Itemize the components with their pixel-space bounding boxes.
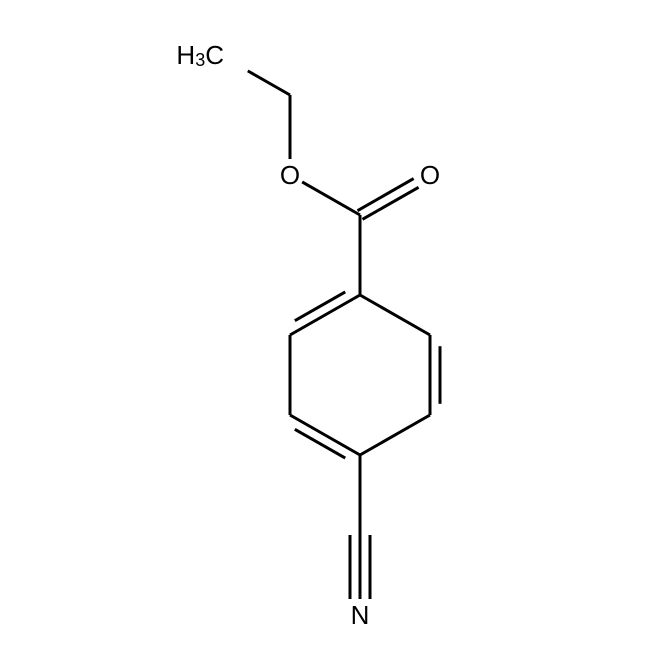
bond bbox=[360, 295, 430, 335]
atom-label-C_methyl: H3C bbox=[176, 40, 224, 70]
atom-label-O_ether: O bbox=[280, 160, 300, 190]
bond bbox=[290, 295, 360, 335]
atom-label-O_dbl: O bbox=[420, 160, 440, 190]
bond bbox=[290, 415, 360, 455]
bond bbox=[248, 71, 290, 95]
bond bbox=[302, 182, 360, 215]
atom-label-N: N bbox=[351, 600, 370, 630]
bond bbox=[360, 415, 430, 455]
molecule-diagram: H3C O O N bbox=[0, 0, 650, 650]
